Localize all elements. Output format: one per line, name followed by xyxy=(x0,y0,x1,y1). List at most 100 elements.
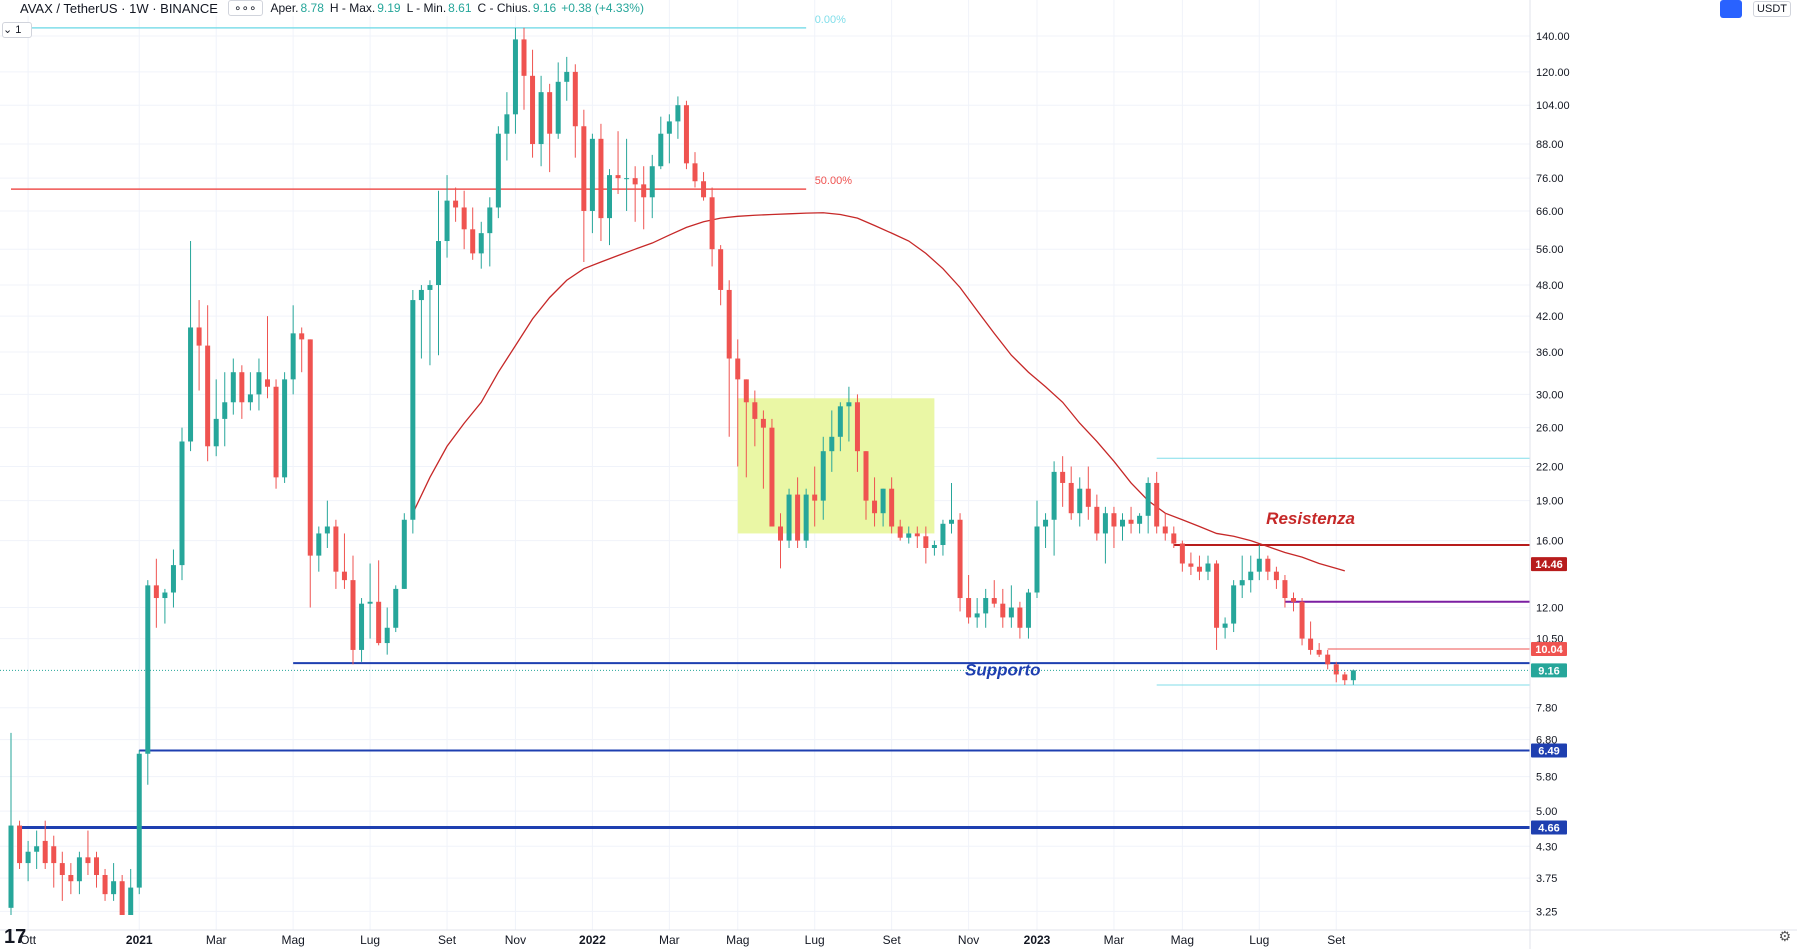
candle xyxy=(1162,513,1168,541)
candle-body xyxy=(1000,603,1006,618)
currency-selector[interactable]: USDT xyxy=(1753,1,1791,17)
candle-body xyxy=(812,494,818,501)
candle-body xyxy=(778,526,783,541)
candle xyxy=(1205,555,1211,581)
candle xyxy=(1333,661,1339,683)
candle-body xyxy=(1128,519,1134,524)
y-tick-label: 56.00 xyxy=(1536,244,1564,256)
x-tick-label: Set xyxy=(1327,933,1346,947)
candle-body xyxy=(760,418,766,428)
price-tag-label: 10.04 xyxy=(1535,644,1563,656)
candle-body xyxy=(410,300,416,520)
candle-body xyxy=(350,580,356,650)
indicator-toggle[interactable]: ⌄ 1 xyxy=(2,22,32,38)
candle xyxy=(418,285,424,359)
candle-body xyxy=(564,71,570,82)
more-button[interactable]: ∘∘∘ xyxy=(227,0,263,16)
candle xyxy=(683,100,689,170)
x-tick-label: Lug xyxy=(1249,933,1269,947)
candle-body xyxy=(641,184,647,198)
x-tick-label: Set xyxy=(883,933,902,947)
candle xyxy=(436,190,441,356)
candle-body xyxy=(213,418,219,447)
candle-body xyxy=(1085,488,1091,507)
candle xyxy=(658,116,664,170)
symbol-title[interactable]: AVAX / TetherUS · 1W · BINANCE xyxy=(20,0,218,16)
candle-body xyxy=(837,406,843,437)
candle-body xyxy=(1111,513,1117,527)
candle xyxy=(880,488,886,527)
candle-body xyxy=(1214,563,1220,628)
candle xyxy=(247,372,253,411)
y-tick-label: 30.00 xyxy=(1536,389,1564,401)
x-tick-label: Nov xyxy=(958,933,979,947)
candle xyxy=(1060,456,1066,507)
candle xyxy=(461,190,467,250)
candle xyxy=(675,96,681,139)
candle-body xyxy=(1008,607,1014,618)
candle xyxy=(632,166,638,222)
candle xyxy=(607,169,612,246)
candle-body xyxy=(581,126,587,211)
candle xyxy=(1231,580,1237,633)
candle-body xyxy=(1171,533,1177,544)
x-tick-label: Mag xyxy=(281,933,304,947)
gear-icon[interactable]: ⚙ xyxy=(1778,928,1791,944)
candle xyxy=(453,187,459,222)
price-tag-label: 6.49 xyxy=(1538,746,1559,758)
chart-mode-button[interactable] xyxy=(1720,0,1742,18)
candle xyxy=(85,830,91,876)
candle-body xyxy=(555,81,561,134)
candle xyxy=(812,466,818,527)
candle xyxy=(854,394,860,472)
price-axis xyxy=(1530,0,1797,949)
price-tag xyxy=(1531,820,1567,835)
candle xyxy=(1043,513,1049,548)
low-value: 8.61 xyxy=(448,1,472,15)
candle xyxy=(555,62,561,139)
candle xyxy=(179,427,185,581)
candle-body xyxy=(1299,601,1305,639)
candle-body xyxy=(854,402,860,452)
candle-body xyxy=(666,121,672,134)
price-tag-label: 4.66 xyxy=(1538,823,1559,835)
candle xyxy=(1273,566,1279,589)
candle xyxy=(1248,555,1254,593)
candle-body xyxy=(786,494,792,541)
candle xyxy=(1102,506,1108,564)
candle xyxy=(444,175,450,258)
candle-body xyxy=(923,536,929,548)
candle-body xyxy=(34,846,40,852)
candle-body xyxy=(1282,580,1288,599)
candle-body xyxy=(1333,664,1339,675)
candle-body xyxy=(1094,506,1100,534)
price-tag-label: 9.16 xyxy=(1538,665,1559,677)
candle-body xyxy=(1248,571,1254,581)
candle-body xyxy=(504,114,510,134)
candle-body xyxy=(487,207,493,234)
price-tag xyxy=(1531,642,1567,657)
candle xyxy=(666,114,672,164)
candle xyxy=(991,580,997,608)
x-tick-label: Lug xyxy=(805,933,825,947)
candle xyxy=(384,607,390,655)
candle xyxy=(1085,466,1091,520)
x-tick-label: 2022 xyxy=(579,933,606,947)
price-tag xyxy=(1531,663,1567,678)
candle-body xyxy=(495,133,501,208)
symbol-legend: AVAX / TetherUS · 1W · BINANCE ∘∘∘ Aper.… xyxy=(0,0,644,16)
candle xyxy=(1308,621,1314,655)
candle xyxy=(931,540,937,556)
candle xyxy=(1034,500,1040,599)
x-tick-label: Ott xyxy=(20,933,37,947)
candle-body xyxy=(1077,488,1083,514)
candle-body xyxy=(752,402,758,419)
candle-body xyxy=(649,166,655,198)
candle xyxy=(1214,560,1220,650)
candle xyxy=(188,241,194,452)
candle-body xyxy=(1025,592,1031,628)
candle xyxy=(598,123,604,242)
candle-body xyxy=(282,379,288,478)
candle xyxy=(1068,466,1074,520)
